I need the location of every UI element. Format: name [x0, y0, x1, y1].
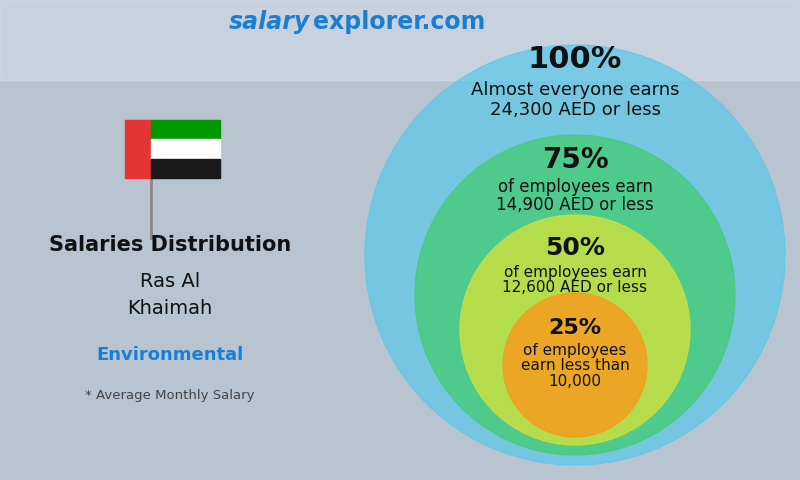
FancyBboxPatch shape	[0, 0, 800, 80]
Text: explorer.com: explorer.com	[313, 10, 486, 34]
Text: 12,600 AED or less: 12,600 AED or less	[502, 280, 647, 296]
FancyBboxPatch shape	[125, 120, 150, 178]
Circle shape	[365, 45, 785, 465]
Text: 50%: 50%	[545, 236, 605, 260]
Text: 10,000: 10,000	[549, 374, 602, 389]
FancyBboxPatch shape	[150, 158, 220, 178]
Circle shape	[415, 135, 735, 455]
Text: 75%: 75%	[542, 146, 608, 174]
Text: * Average Monthly Salary: * Average Monthly Salary	[86, 388, 254, 401]
Text: of employees: of employees	[523, 343, 626, 358]
Text: 25%: 25%	[549, 318, 602, 338]
Text: earn less than: earn less than	[521, 359, 630, 373]
Text: Ras Al
Khaimah: Ras Al Khaimah	[127, 272, 213, 318]
Text: Almost everyone earns: Almost everyone earns	[470, 81, 679, 99]
Text: Salaries Distribution: Salaries Distribution	[49, 235, 291, 255]
FancyBboxPatch shape	[150, 120, 220, 139]
Text: 14,900 AED or less: 14,900 AED or less	[496, 196, 654, 214]
Text: of employees earn: of employees earn	[498, 178, 653, 196]
Text: 100%: 100%	[528, 46, 622, 74]
Text: of employees earn: of employees earn	[503, 264, 646, 279]
Circle shape	[460, 215, 690, 445]
FancyBboxPatch shape	[150, 139, 220, 158]
Text: Environmental: Environmental	[96, 346, 244, 364]
Circle shape	[503, 293, 647, 437]
Text: salary: salary	[229, 10, 310, 34]
Text: 24,300 AED or less: 24,300 AED or less	[490, 101, 661, 119]
